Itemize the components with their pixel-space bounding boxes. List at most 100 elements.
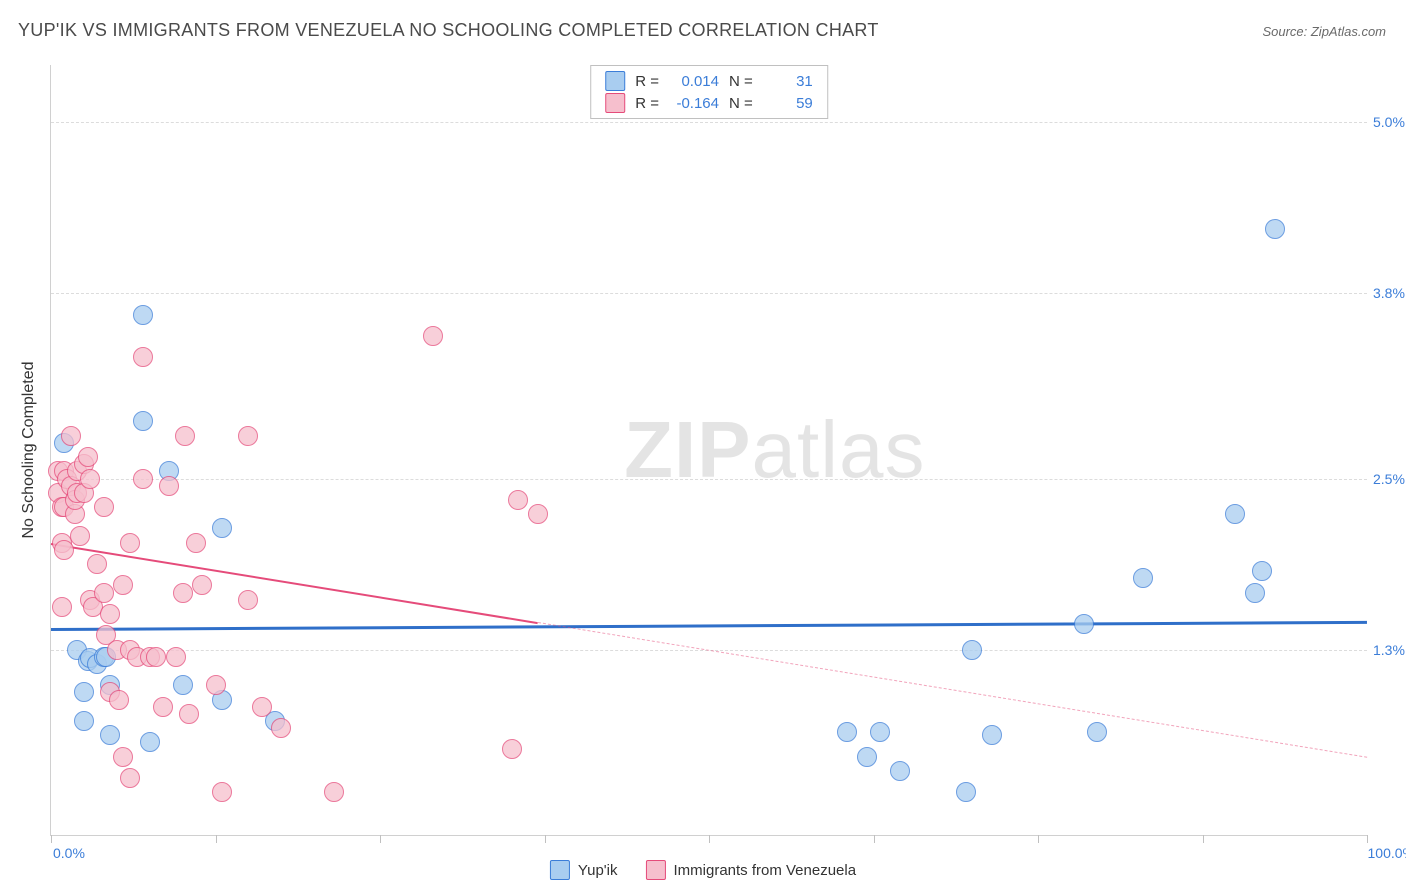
trend-line-B [538,622,1367,758]
x-tick [380,835,381,843]
data-point-A [100,725,120,745]
data-point-A [1074,614,1094,634]
watermark: ZIPatlas [624,404,925,496]
swatch-series-b [645,860,665,880]
x-tick [216,835,217,843]
data-point-B [159,476,179,496]
x-max-label: 100.0% [1368,845,1406,861]
data-point-A [1265,219,1285,239]
y-tick-label: 1.3% [1373,642,1406,658]
trend-line-A [51,621,1367,631]
x-tick [545,835,546,843]
swatch-series-b [605,93,625,113]
x-tick [1038,835,1039,843]
y-axis-label: No Schooling Completed [20,362,38,539]
data-point-A [212,518,232,538]
data-point-B [271,718,291,738]
data-point-B [146,647,166,667]
x-min-label: 0.0% [53,845,85,861]
n-value-a: 31 [763,73,813,90]
data-point-B [133,347,153,367]
y-tick-label: 2.5% [1373,471,1406,487]
data-point-A [133,411,153,431]
data-point-B [528,504,548,524]
data-point-B [192,575,212,595]
swatch-series-a [605,71,625,91]
data-point-B [54,540,74,560]
data-point-A [857,747,877,767]
data-point-A [1252,561,1272,581]
stats-row-b: R = -0.164 N = 59 [591,92,827,114]
data-point-B [186,533,206,553]
data-point-B [120,533,140,553]
stats-row-a: R = 0.014 N = 31 [591,70,827,92]
legend-item-b: Immigrants from Venezuela [645,860,856,880]
data-point-B [78,447,98,467]
data-point-B [324,782,344,802]
data-point-B [113,747,133,767]
bottom-legend: Yup'ik Immigrants from Venezuela [550,860,856,880]
legend-label-a: Yup'ik [578,862,618,879]
x-tick [709,835,710,843]
data-point-A [982,725,1002,745]
data-point-A [962,640,982,660]
stats-legend: R = 0.014 N = 31 R = -0.164 N = 59 [590,65,828,119]
data-point-A [1133,568,1153,588]
data-point-B [166,647,186,667]
chart-title: YUP'IK VS IMMIGRANTS FROM VENEZUELA NO S… [18,20,879,41]
data-point-B [94,497,114,517]
y-tick-label: 5.0% [1373,114,1406,130]
data-point-B [70,526,90,546]
data-point-A [1225,504,1245,524]
data-point-A [890,761,910,781]
data-point-B [179,704,199,724]
r-value-b: -0.164 [669,95,719,112]
data-point-B [80,469,100,489]
data-point-A [870,722,890,742]
data-point-B [502,739,522,759]
plot-area: ZIPatlas R = 0.014 N = 31 R = -0.164 N =… [50,65,1367,836]
data-point-B [100,604,120,624]
data-point-A [173,675,193,695]
data-point-B [508,490,528,510]
data-point-B [238,426,258,446]
data-point-B [61,426,81,446]
data-point-B [153,697,173,717]
legend-item-a: Yup'ik [550,860,618,880]
data-point-B [94,583,114,603]
x-tick [874,835,875,843]
data-point-B [52,597,72,617]
x-tick [1367,835,1368,843]
data-point-A [956,782,976,802]
data-point-A [74,711,94,731]
data-point-A [837,722,857,742]
data-point-A [1087,722,1107,742]
chart-container: YUP'IK VS IMMIGRANTS FROM VENEZUELA NO S… [0,0,1406,892]
data-point-A [1245,583,1265,603]
legend-label-b: Immigrants from Venezuela [673,862,856,879]
n-value-b: 59 [763,95,813,112]
data-point-A [140,732,160,752]
grid-line [51,122,1367,123]
data-point-B [238,590,258,610]
x-tick [1203,835,1204,843]
data-point-B [206,675,226,695]
data-point-B [109,690,129,710]
data-point-B [133,469,153,489]
y-tick-label: 3.8% [1373,285,1406,301]
x-tick [51,835,52,843]
data-point-B [252,697,272,717]
data-point-B [120,768,140,788]
data-point-B [175,426,195,446]
data-point-B [173,583,193,603]
data-point-B [423,326,443,346]
r-value-a: 0.014 [669,73,719,90]
data-point-B [212,782,232,802]
data-point-A [133,305,153,325]
grid-line [51,479,1367,480]
grid-line [51,293,1367,294]
source-attribution: Source: ZipAtlas.com [1262,24,1386,39]
swatch-series-a [550,860,570,880]
data-point-A [74,682,94,702]
data-point-B [87,554,107,574]
